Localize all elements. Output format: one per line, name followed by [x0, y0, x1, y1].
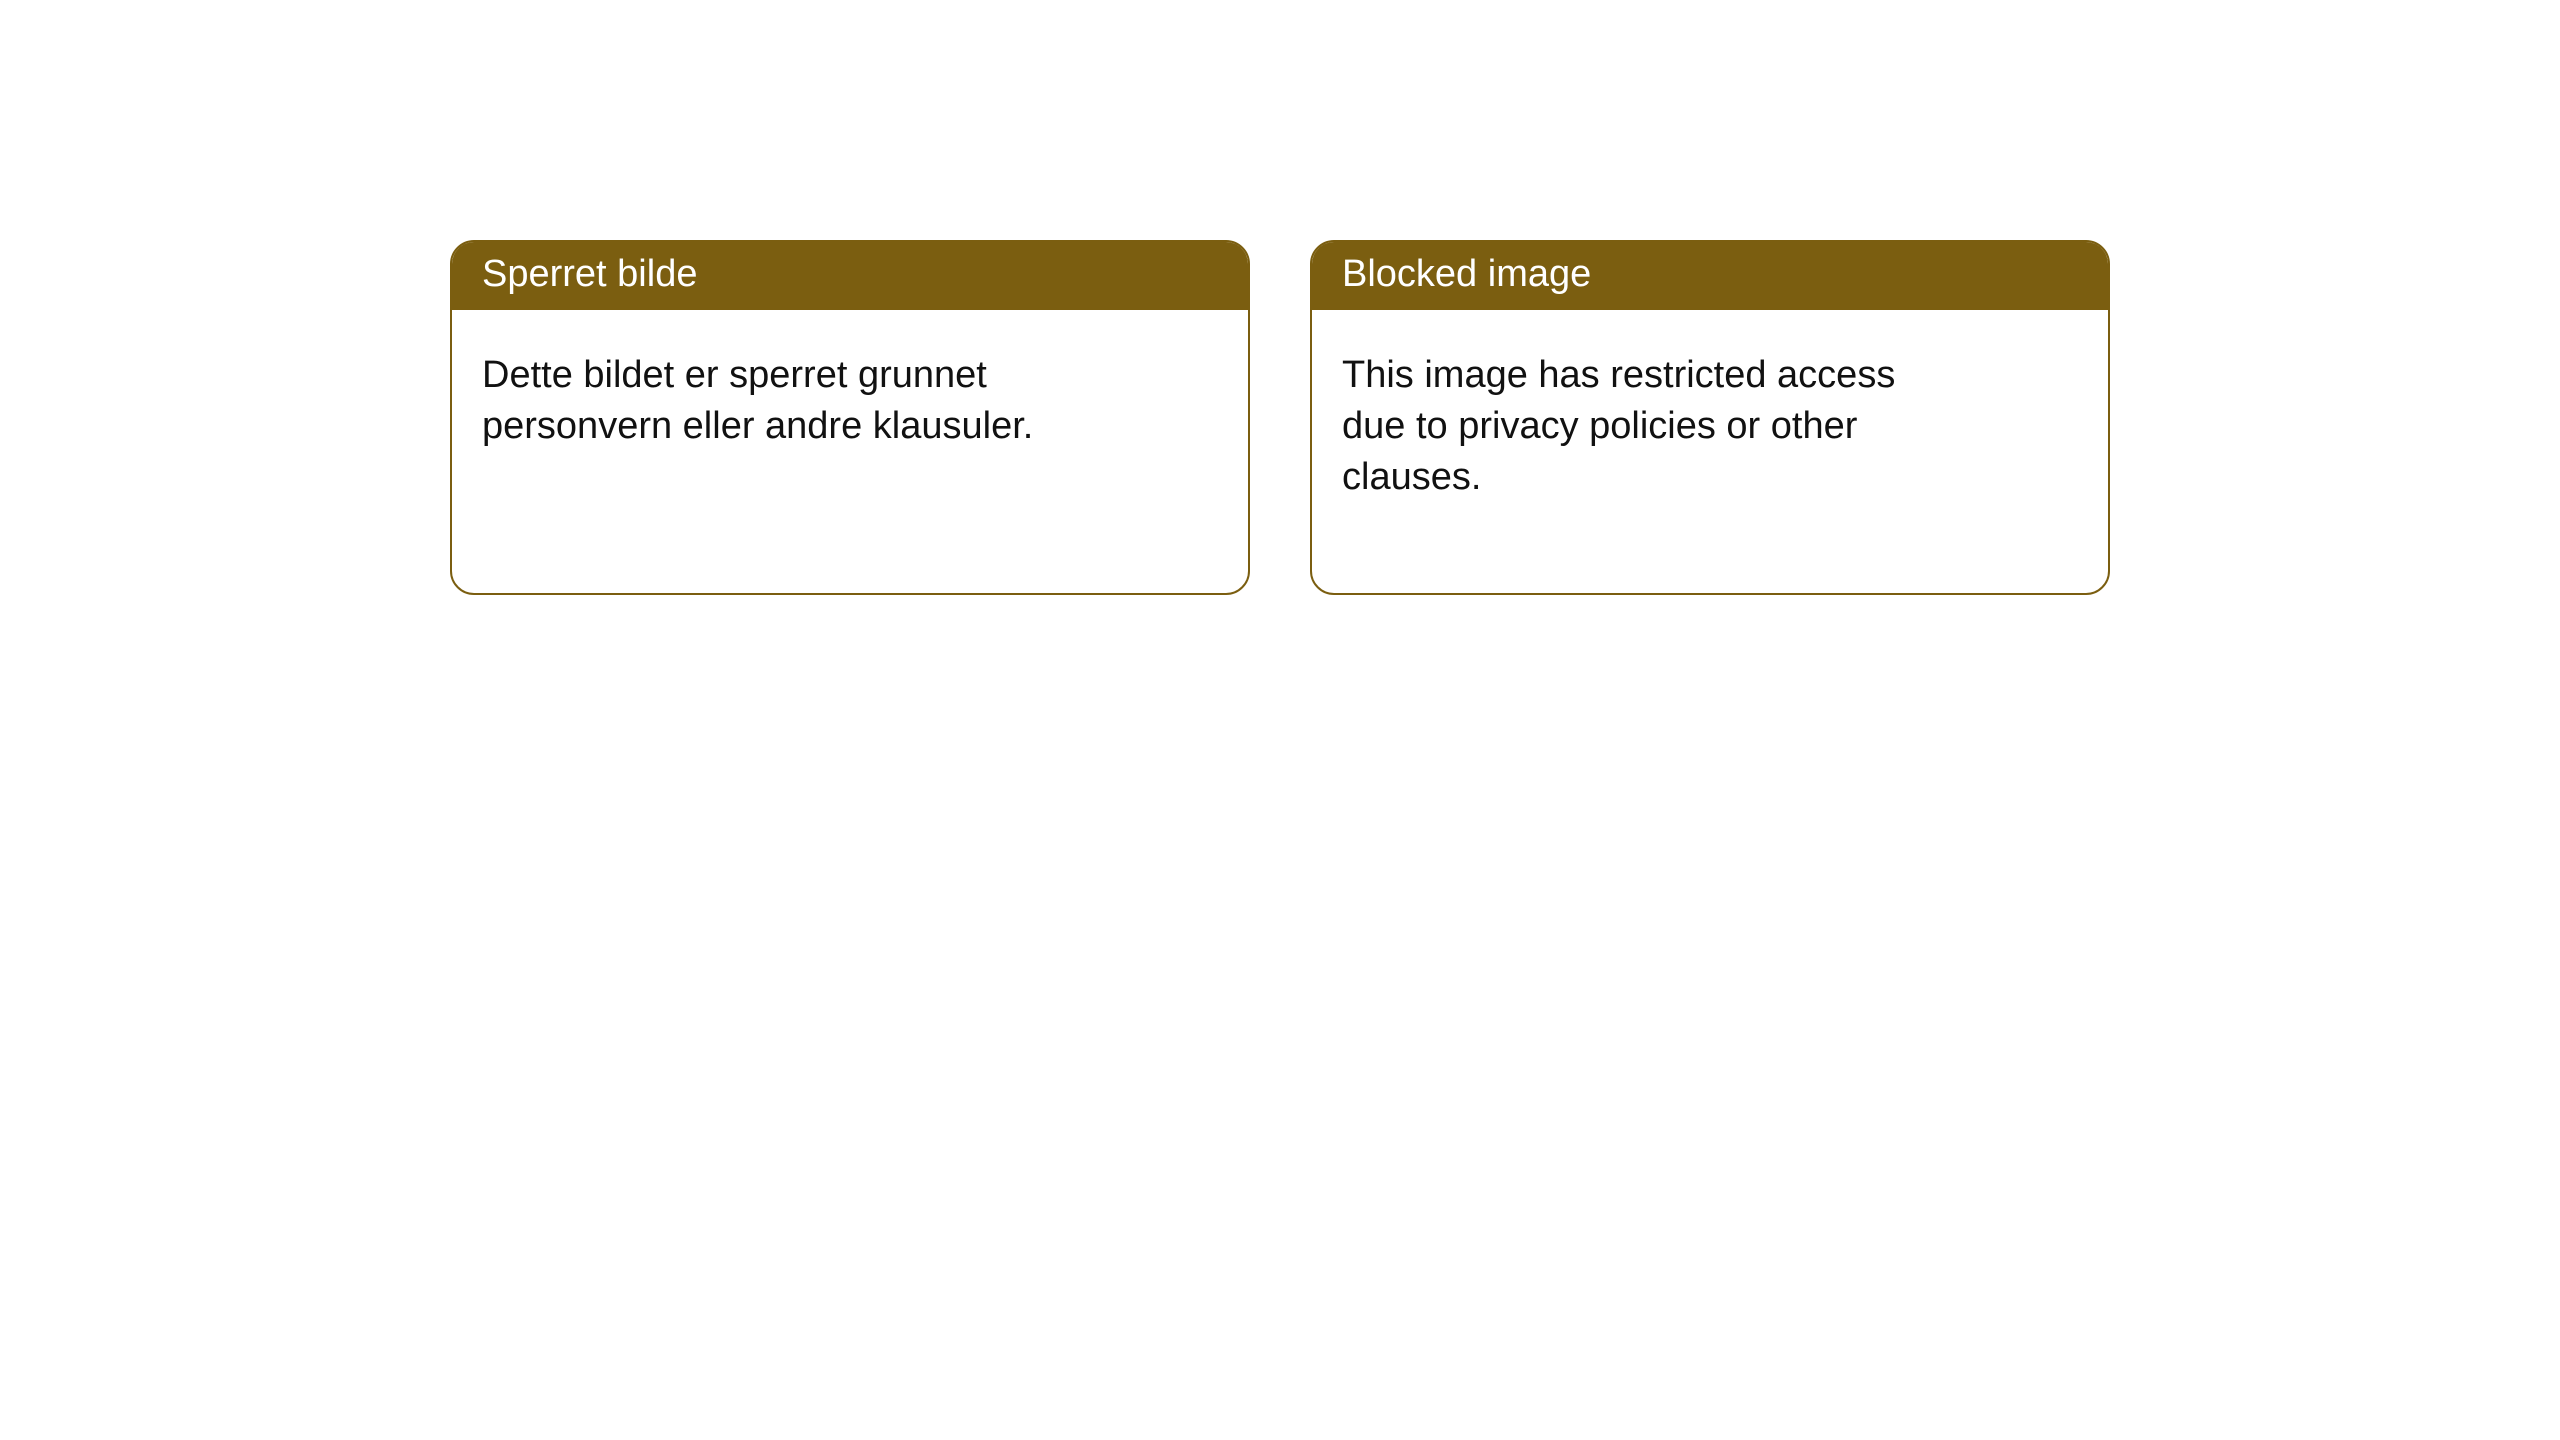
blocked-image-card-english: Blocked image This image has restricted …	[1310, 240, 2110, 595]
blocked-image-card-norwegian: Sperret bilde Dette bildet er sperret gr…	[450, 240, 1250, 595]
card-body-english: This image has restricted access due to …	[1312, 310, 1992, 594]
card-header-norwegian: Sperret bilde	[452, 242, 1248, 310]
blocked-image-cards-row: Sperret bilde Dette bildet er sperret gr…	[0, 0, 2560, 595]
card-body-norwegian: Dette bildet er sperret grunnet personve…	[452, 310, 1132, 543]
card-header-english: Blocked image	[1312, 242, 2108, 310]
